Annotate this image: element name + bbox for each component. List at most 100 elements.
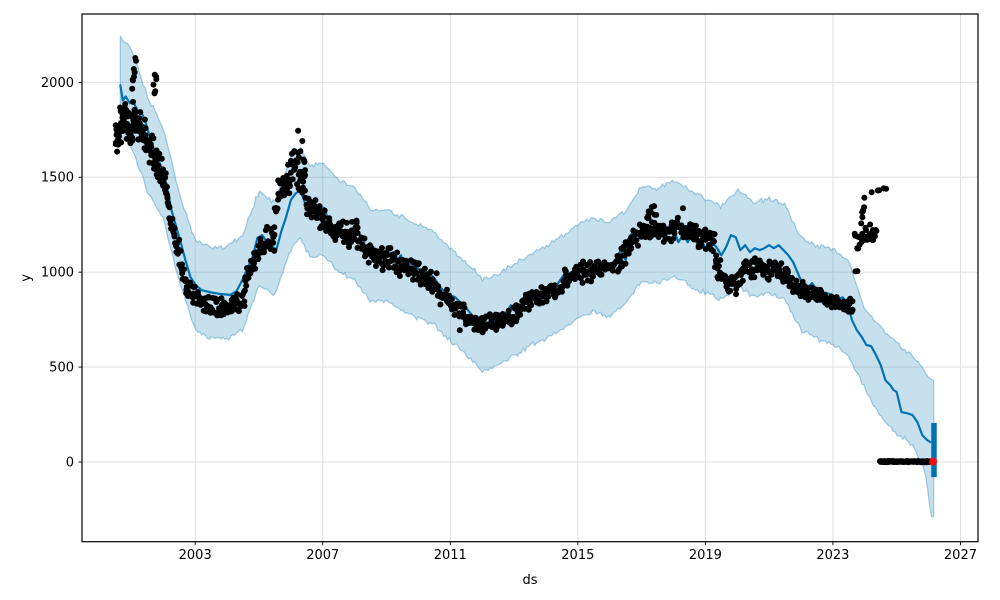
observation-dot [653, 211, 660, 218]
observation-dot [153, 73, 160, 80]
observation-dot [415, 260, 422, 267]
observation-dot [130, 98, 136, 105]
observation-dot [132, 110, 138, 117]
observation-dot [854, 268, 861, 275]
observation-dot [702, 246, 709, 253]
observation-dot [241, 298, 248, 305]
observation-dot [710, 248, 716, 254]
observation-dot [295, 154, 302, 161]
observation-dot [155, 162, 162, 169]
observation-dot [711, 238, 717, 245]
observation-dot [261, 249, 267, 256]
y-tick-label: 500 [49, 361, 74, 376]
observation-dot [558, 288, 565, 295]
observation-dot [517, 311, 524, 318]
observation-dot [150, 135, 157, 142]
observation-dot [871, 233, 878, 240]
observation-dot [136, 115, 143, 122]
observation-dot [433, 270, 440, 277]
observation-dot [148, 144, 155, 150]
observation-dot [252, 265, 259, 272]
observation-dot [332, 237, 339, 243]
observation-dot [410, 276, 416, 283]
observation-dot [435, 283, 442, 290]
observation-dot [365, 259, 372, 266]
x-axis: 2003 2007 2011 2015 2019 2023 2027 ds [179, 541, 977, 588]
x-tick-label: 2011 [434, 548, 467, 563]
observation-dot [771, 259, 778, 266]
observation-dot [302, 187, 308, 194]
x-tick-label: 2003 [179, 548, 212, 563]
observation-dot [176, 236, 183, 243]
observation-dot [818, 288, 824, 294]
observation-dot [413, 270, 420, 277]
y-tick-label: 1000 [41, 266, 74, 281]
observation-dot [692, 222, 699, 229]
observation-dot [711, 231, 718, 238]
observation-dot [873, 228, 880, 234]
observation-dot [645, 215, 652, 222]
observation-dot [628, 245, 635, 252]
observation-dot [651, 203, 658, 210]
observation-dot [255, 255, 262, 262]
observation-dot [287, 183, 293, 189]
grid-layer [82, 14, 978, 542]
observation-dot [768, 271, 775, 278]
observation-dot [131, 69, 138, 76]
observation-dot [137, 109, 144, 116]
x-tick-label: 2007 [306, 548, 339, 563]
observation-dot [727, 287, 734, 294]
observation-dot [191, 283, 198, 290]
observation-dot [235, 308, 242, 315]
observation-dot [271, 247, 278, 254]
observation-dot [123, 135, 130, 142]
observation-dot [671, 230, 678, 237]
observation-dot [849, 306, 856, 313]
observation-dot [467, 313, 474, 320]
observation-dot [292, 164, 299, 171]
y-axis: 0 500 1000 1500 2000 y [19, 76, 82, 470]
observation-dot [243, 282, 250, 289]
observation-dot [543, 298, 550, 305]
observation-dot [784, 269, 791, 276]
observation-dot [141, 116, 148, 123]
observation-dot [660, 222, 667, 229]
observation-dot [295, 127, 302, 134]
observation-dot [177, 248, 184, 254]
x-axis-label: ds [522, 573, 537, 588]
observation-dot [451, 311, 458, 318]
observation-dot [562, 268, 569, 275]
observation-dot [373, 263, 379, 269]
observation-dot [880, 185, 887, 192]
observation-dot [421, 265, 428, 272]
observation-dot [417, 281, 424, 288]
observation-dot [302, 167, 309, 174]
x-tick-label: 2019 [689, 548, 722, 563]
observation-dot [241, 303, 248, 309]
observation-dot [717, 257, 724, 264]
observation-dot [114, 148, 121, 155]
observation-dot [527, 301, 534, 308]
observation-dot [713, 252, 720, 259]
observation-dot [590, 273, 596, 280]
observation-dot [180, 266, 187, 273]
observation-dot [622, 260, 629, 267]
observation-dot [733, 291, 739, 298]
observation-dot [234, 291, 241, 298]
observation-dot [861, 204, 868, 211]
observation-dot [241, 287, 248, 294]
uncertainty-band [119, 35, 935, 518]
y-tick-label: 0 [66, 455, 74, 470]
observation-dot [270, 239, 277, 246]
observation-dot [179, 261, 185, 268]
observation-dot [448, 296, 455, 303]
observation-dot [793, 277, 800, 284]
observation-dot [162, 170, 169, 177]
observation-dot [150, 81, 157, 88]
observation-dot [299, 138, 306, 144]
observation-dot [427, 268, 434, 275]
observation-dot [577, 275, 584, 282]
observation-dot [169, 215, 176, 222]
observation-dot [166, 204, 173, 211]
